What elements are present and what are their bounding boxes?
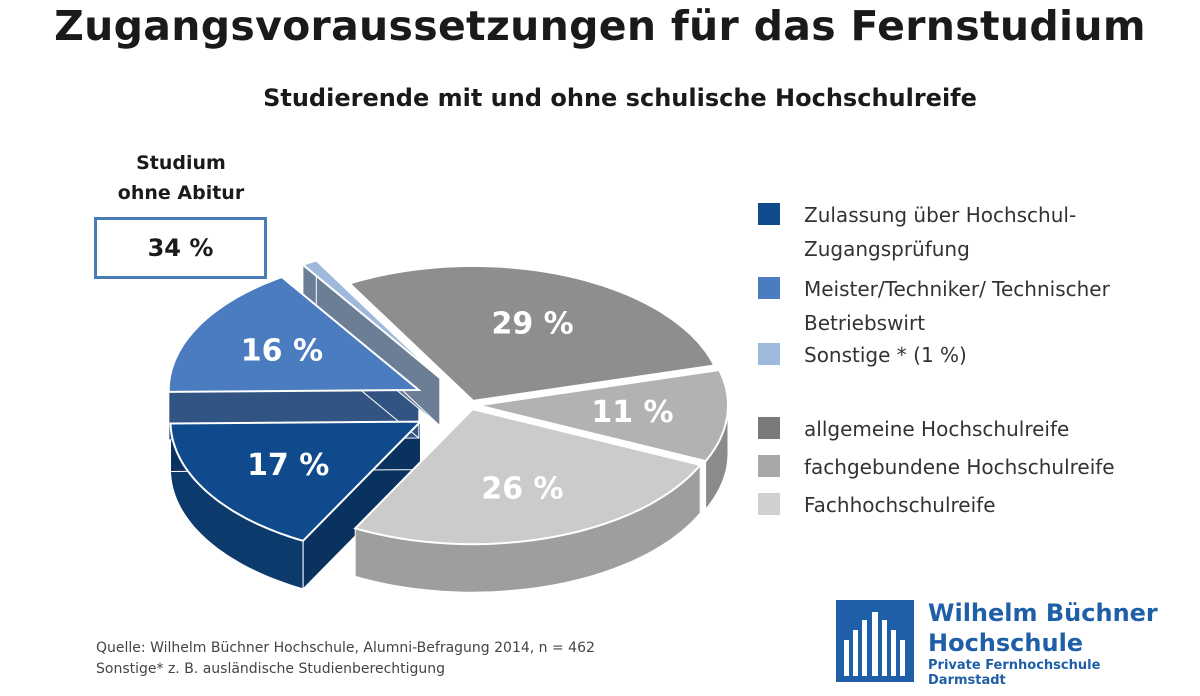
legend-swatch [758,417,780,439]
chart-title: Zugangsvoraussetzungen für das Fernstudi… [54,2,1146,50]
pie-slice [353,408,702,546]
logo-tagline: Private Fernhochschule Darmstadt [928,658,1101,688]
pie-slice-label: 16 % [241,334,323,369]
university-logo-icon [836,600,914,682]
legend-label: fachgebundene Hochschulreife [804,455,1115,479]
pie-slice-label: 26 % [481,471,563,506]
pie-slice [347,264,716,402]
logo-name: Wilhelm Büchner Hochschule [928,598,1158,658]
legend-item: Meister/Techniker/ Technischer Betriebsw… [758,272,1174,340]
pie-slice [169,420,423,542]
callout-value-box: 34 % [94,217,267,279]
legend-item: Sonstige * (1 %) [758,338,1174,372]
legend-item: Zulassung über Hochschul-Zugangsprüfung [758,198,1174,266]
source-line2: Sonstige* z. B. ausländische Studienbere… [96,661,446,677]
callout-label-line2: ohne Abitur [117,182,245,204]
legend-label: Fachhochschulreife [804,493,996,517]
callout-label-line1: Studium [136,152,226,174]
pie-slice-label: 17 % [247,448,329,483]
university-logo: Wilhelm Büchner Hochschule Private Fernh… [836,598,1176,688]
source-line1: Quelle: Wilhelm Büchner Hochschule, Alum… [96,640,595,656]
pie-slice [477,368,729,463]
logo-name-line2: Hochschule [928,629,1084,657]
pie-slice [301,259,441,379]
pie-slice [167,275,422,393]
legend-label: Meister/Techniker/ Technischer Betriebsw… [804,277,1110,335]
callout-label: Studium ohne Abitur [96,148,266,208]
legend-item: fachgebundene Hochschulreife [758,450,1174,484]
legend-swatch [758,493,780,515]
legend-label: Zulassung über Hochschul-Zugangsprüfung [804,203,1077,261]
legend-label: Sonstige * (1 %) [804,343,967,367]
legend-swatch [758,203,780,225]
callout-value: 34 % [147,234,214,262]
pie-slice-label: 29 % [491,307,573,342]
legend-swatch [758,455,780,477]
source-note: Quelle: Wilhelm Büchner Hochschule, Alum… [96,638,595,680]
legend-item: allgemeine Hochschulreife [758,412,1174,446]
chart-subtitle: Studierende mit und ohne schulische Hoch… [263,84,977,112]
legend-swatch [758,343,780,365]
legend-swatch [758,277,780,299]
pie-slice-label: 11 % [591,395,673,430]
legend-label: allgemeine Hochschulreife [804,417,1070,441]
legend-item: Fachhochschulreife [758,488,1174,522]
logo-name-line1: Wilhelm Büchner [928,599,1158,627]
